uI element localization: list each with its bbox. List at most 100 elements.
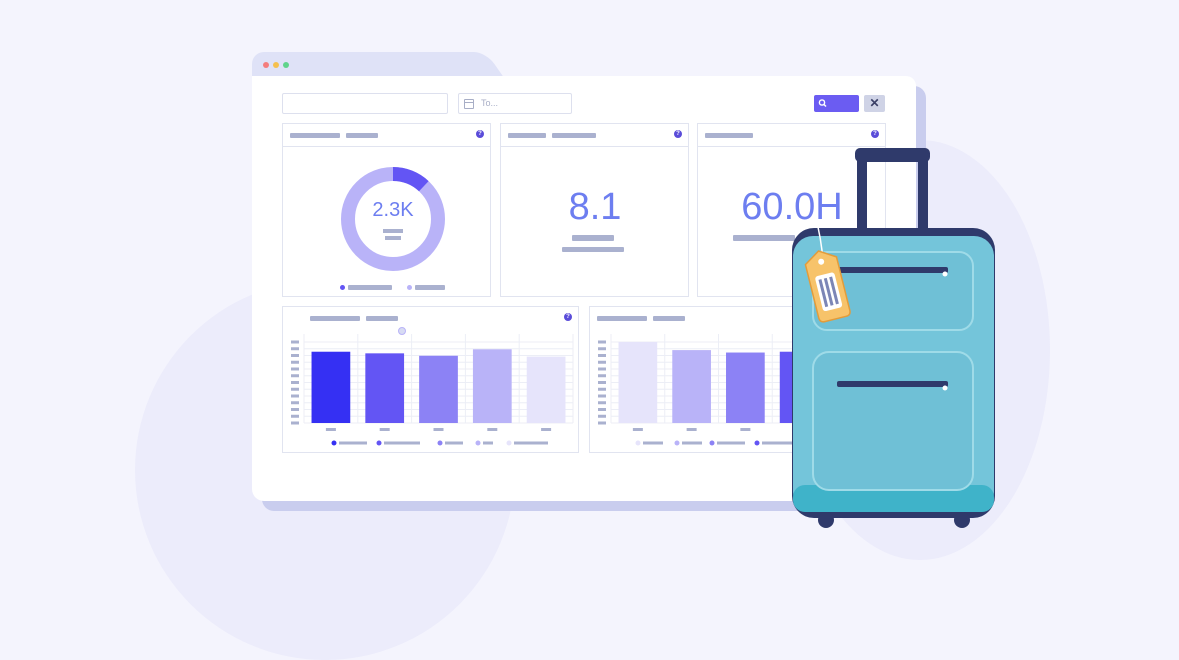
x-tick-label: [740, 428, 751, 431]
legend-dot: [331, 440, 337, 446]
x-tick-label: [541, 428, 552, 431]
legend-dot: [635, 440, 641, 446]
panel-header: ?: [698, 124, 885, 147]
bar: [311, 351, 351, 423]
panel-title-placeholder: [290, 133, 340, 138]
panel-title-placeholder: [508, 133, 546, 138]
legend-label-1: [348, 285, 392, 290]
y-tick-label: [291, 347, 299, 351]
panel-subtitle-placeholder: [552, 133, 596, 138]
legend-label: [717, 441, 745, 445]
y-tick-label: [291, 381, 299, 384]
search-icon: [818, 99, 827, 108]
legend-dot-1: [340, 285, 345, 290]
close-icon: ✕: [869, 96, 880, 110]
donut-chart: [341, 167, 445, 271]
suitcase-bottom-zipper-pull: [942, 385, 948, 391]
y-tick-label: [291, 414, 299, 418]
window-close-dot[interactable]: [263, 62, 269, 68]
y-tick-label: [291, 394, 299, 398]
x-tick-label: [632, 428, 643, 431]
x-tick-label: [379, 428, 390, 431]
y-tick-label: [598, 381, 606, 384]
bar: [365, 353, 405, 423]
bar: [618, 342, 658, 423]
legend-dot: [754, 440, 760, 446]
panel-subtitle-placeholder: [653, 316, 685, 321]
help-icon[interactable]: ?: [871, 130, 879, 138]
suitcase-illustration: [792, 148, 995, 528]
legend-dot: [475, 440, 481, 446]
y-tick-label: [598, 360, 606, 364]
y-tick-label: [291, 401, 299, 405]
y-tick-label: [598, 414, 606, 418]
help-icon[interactable]: ?: [674, 130, 682, 138]
search-button[interactable]: [814, 95, 859, 112]
date-input[interactable]: To...: [458, 93, 572, 114]
bar-chart-left: [291, 327, 574, 446]
score-caption-2: [562, 247, 624, 252]
suitcase-top-zipper-pull: [942, 271, 948, 277]
y-tick-label: [598, 421, 606, 425]
legend-label: [339, 441, 367, 445]
donut-panel: ? 2.3K: [282, 123, 491, 297]
legend-dot: [437, 440, 443, 446]
suitcase-wheel-left: [818, 512, 834, 528]
y-tick-label: [291, 408, 299, 411]
window-minimize-dot[interactable]: [273, 62, 279, 68]
bar: [419, 355, 458, 423]
panel-header: ?: [501, 124, 688, 147]
luggage-tag: [804, 250, 851, 323]
legend-dot-2: [407, 285, 412, 290]
y-tick-label: [291, 421, 299, 425]
bar: [672, 350, 711, 423]
y-tick-label: [598, 367, 606, 371]
panel-title-placeholder: [597, 316, 647, 321]
y-tick-label: [598, 401, 606, 405]
legend-label: [762, 441, 792, 445]
panel-header: ?: [283, 124, 490, 147]
donut-value: 2.3K: [372, 199, 414, 221]
y-tick-label: [598, 374, 606, 378]
suitcase-wheel-right: [954, 512, 970, 528]
y-tick-label: [598, 354, 606, 357]
legend-dot: [506, 440, 512, 446]
y-tick-label: [291, 340, 299, 344]
legend-label-2: [415, 285, 445, 290]
hours-value: 60.0H: [741, 186, 843, 228]
y-tick-label: [598, 340, 606, 344]
help-icon[interactable]: ?: [564, 313, 572, 321]
legend-label: [483, 441, 493, 445]
legend-label: [643, 441, 663, 445]
suitcase-bottom-pocket: [812, 351, 974, 491]
window-maximize-dot[interactable]: [283, 62, 289, 68]
suitcase-handle-left: [857, 158, 867, 238]
legend-label: [514, 441, 548, 445]
suitcase-top-zipper: [835, 267, 948, 273]
legend-dot: [376, 440, 382, 446]
panel-title-placeholder: [705, 133, 753, 138]
filter-input[interactable]: [282, 93, 448, 114]
donut-slice: [392, 167, 429, 192]
help-icon[interactable]: ?: [476, 130, 484, 138]
panel-subtitle-placeholder: [346, 133, 378, 138]
donut-label-line-2: [385, 236, 401, 240]
clear-button[interactable]: ✕: [864, 95, 885, 112]
bar: [526, 356, 566, 423]
y-tick-label: [598, 347, 606, 351]
suitcase-handle-top: [855, 148, 930, 162]
legend-label: [682, 441, 702, 445]
y-tick-label: [291, 387, 299, 391]
panel-title-placeholder: [310, 316, 360, 321]
y-tick-label: [291, 360, 299, 364]
y-tick-label: [598, 387, 606, 391]
legend-dot: [709, 440, 715, 446]
suitcase-body-bottom: [793, 485, 994, 512]
x-tick-label: [487, 428, 498, 431]
x-tick-label: [325, 428, 336, 431]
y-tick-label: [291, 374, 299, 378]
bar: [472, 349, 512, 423]
score-panel: ? 8.1: [500, 123, 689, 297]
calendar-icon: [464, 99, 474, 109]
x-tick-label: [686, 428, 697, 431]
